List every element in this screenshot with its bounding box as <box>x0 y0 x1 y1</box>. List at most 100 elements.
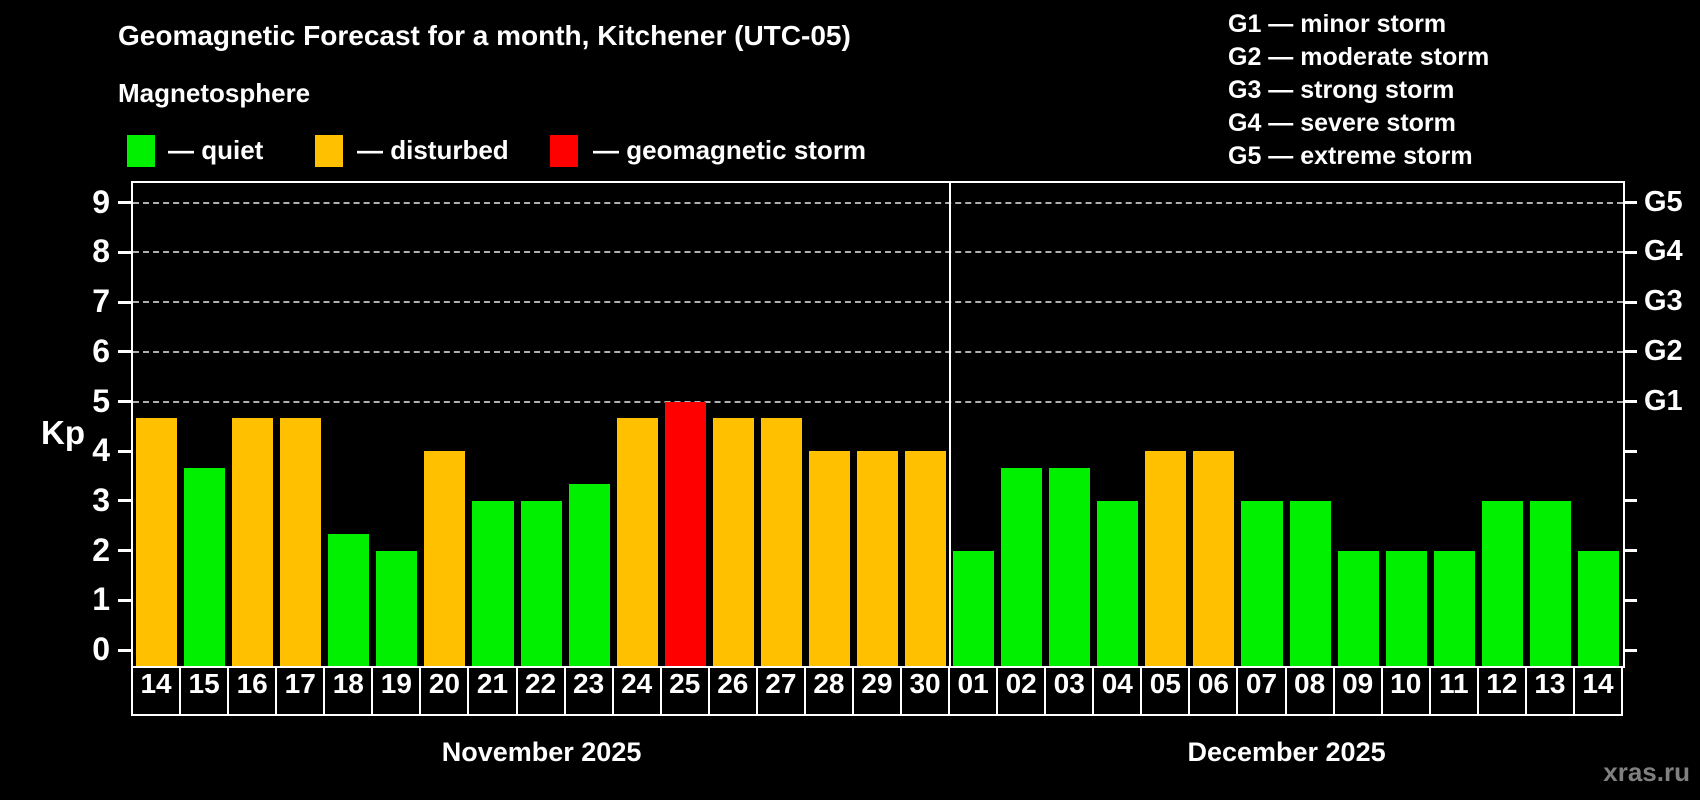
right-axis-label-g2: G2 <box>1644 334 1683 367</box>
y-axis-label: 1 <box>92 581 110 618</box>
g-legend-item-g5: G5 — extreme storm <box>1228 142 1473 170</box>
right-axis-tick <box>1623 201 1637 205</box>
bar-november-21 <box>472 500 514 666</box>
y-axis-label: 8 <box>92 233 110 270</box>
g-legend-item-g3: G3 — strong storm <box>1228 76 1455 104</box>
right-axis-label-g5: G5 <box>1644 185 1683 218</box>
right-axis-tick <box>1623 250 1637 254</box>
x-axis-day-label-december-03: 03 <box>1044 666 1095 716</box>
bar-november-29 <box>856 451 899 666</box>
y-axis-tick <box>118 449 132 453</box>
y-axis-tick <box>118 598 132 602</box>
bar-december-06 <box>1193 451 1235 666</box>
y-axis-label: 3 <box>92 481 110 518</box>
y-axis-tick <box>118 250 132 254</box>
x-axis-day-label-december-14: 14 <box>1572 666 1623 716</box>
x-axis-day-label-december-02: 02 <box>996 666 1047 716</box>
month-label-december: December 2025 <box>1187 737 1386 767</box>
bar-november-25 <box>664 401 706 666</box>
x-axis-day-label-november-22: 22 <box>515 666 566 716</box>
x-axis-day-label-november-15: 15 <box>179 666 230 716</box>
gridline-kp9 <box>133 201 1623 204</box>
bar-november-14 <box>136 417 178 666</box>
page-title: Geomagnetic Forecast for a month, Kitche… <box>118 20 851 51</box>
bar-december-03 <box>1049 467 1091 666</box>
bar-december-11 <box>1433 550 1475 666</box>
x-axis-day-label-november-29: 29 <box>851 666 903 716</box>
x-axis-day-label-december-08: 08 <box>1284 666 1335 716</box>
y-axis-label: 6 <box>92 332 110 369</box>
x-axis-day-label-november-14: 14 <box>131 666 182 716</box>
x-axis-day-label-november-20: 20 <box>419 666 470 716</box>
right-axis-tick <box>1623 300 1637 304</box>
y-axis-label: 5 <box>92 382 110 419</box>
x-axis-day-label-november-24: 24 <box>611 666 662 716</box>
bar-november-17 <box>280 417 322 666</box>
x-axis-day-label-november-28: 28 <box>803 666 854 716</box>
right-axis-tick <box>1623 400 1637 403</box>
x-axis-day-label-november-19: 19 <box>371 666 422 716</box>
gridline-kp5 <box>133 400 1623 403</box>
x-axis-day-label-december-01: 01 <box>948 666 999 716</box>
bar-december-05 <box>1145 451 1187 666</box>
y-axis-label: 2 <box>92 531 110 568</box>
x-axis-day-label-november-17: 17 <box>275 666 326 716</box>
bar-november-23 <box>568 484 610 666</box>
x-axis-day-label-november-26: 26 <box>707 666 758 716</box>
bar-december-01 <box>953 550 995 666</box>
y-axis-tick <box>118 201 132 205</box>
right-axis-tick <box>1623 648 1637 652</box>
y-axis-title: Kp <box>41 414 85 451</box>
bar-november-27 <box>760 417 802 666</box>
x-axis-day-label-december-13: 13 <box>1524 666 1575 716</box>
x-axis-day-label-november-16: 16 <box>227 666 278 716</box>
bar-november-26 <box>712 417 754 666</box>
legend-label-disturbed: — disturbed <box>357 135 509 165</box>
bar-december-07 <box>1241 500 1283 666</box>
right-axis-tick <box>1623 449 1637 453</box>
right-axis-tick <box>1623 598 1637 602</box>
x-axis-day-label-november-27: 27 <box>755 666 806 716</box>
bar-november-22 <box>520 500 562 666</box>
legend-swatch-quiet <box>127 135 155 167</box>
right-axis-label-g3: G3 <box>1644 285 1683 318</box>
x-axis-day-label-december-05: 05 <box>1140 666 1191 716</box>
watermark: xras.ru <box>1603 757 1690 787</box>
x-axis-day-label-december-07: 07 <box>1236 666 1287 716</box>
y-axis-label: 9 <box>92 183 110 220</box>
bar-november-18 <box>328 534 370 666</box>
gridline-kp6 <box>133 350 1623 353</box>
legend-swatch-disturbed <box>315 135 343 167</box>
x-axis-day-label-december-11: 11 <box>1428 666 1479 716</box>
series-legend: — quiet — disturbed — geomagnetic storm <box>0 135 1700 169</box>
y-axis-label: 4 <box>92 432 110 469</box>
y-axis-tick <box>118 400 132 403</box>
x-axis-day-label-november-30: 30 <box>900 666 951 716</box>
bar-december-12 <box>1481 500 1523 666</box>
x-axis-day-label-november-21: 21 <box>467 666 518 716</box>
y-axis-tick <box>118 648 132 652</box>
x-axis-day-label-november-25: 25 <box>659 666 710 716</box>
right-axis-tick <box>1623 499 1637 503</box>
right-axis-label-g1: G1 <box>1644 384 1683 417</box>
legend-label-quiet: — quiet <box>168 135 264 165</box>
right-axis-label-g4: G4 <box>1644 235 1683 268</box>
g-legend-item-g1: G1 — minor storm <box>1228 10 1447 38</box>
y-axis-label: 7 <box>92 283 110 320</box>
x-axis-day-label-december-06: 06 <box>1188 666 1239 716</box>
right-axis-tick <box>1623 549 1637 553</box>
gridline-kp8 <box>133 251 1623 254</box>
y-axis-tick <box>118 549 132 553</box>
bar-november-15 <box>184 467 226 666</box>
bar-december-13 <box>1529 500 1571 666</box>
gridline-kp7 <box>133 301 1623 304</box>
g-legend-item-g2: G2 — moderate storm <box>1228 43 1490 71</box>
bar-november-30 <box>905 451 947 666</box>
legend-swatch-storm <box>550 135 578 167</box>
x-axis-day-label-december-10: 10 <box>1380 666 1431 716</box>
y-axis-tick <box>118 350 132 354</box>
y-axis-tick <box>118 499 132 503</box>
month-divider <box>949 183 952 666</box>
bar-november-19 <box>376 550 418 666</box>
